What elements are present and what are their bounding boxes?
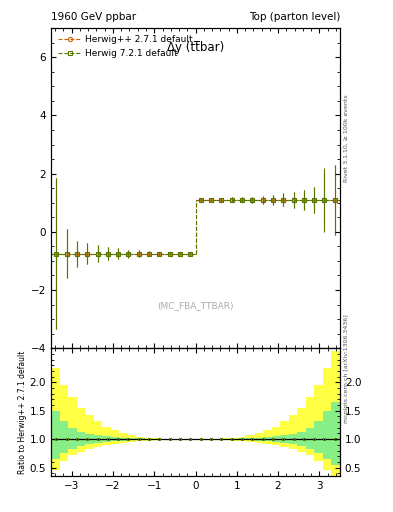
Text: 1960 GeV ppbar: 1960 GeV ppbar bbox=[51, 11, 136, 22]
Text: (MC_FBA_TTBAR): (MC_FBA_TTBAR) bbox=[157, 301, 234, 310]
Y-axis label: Ratio to Herwig++ 2.7.1 default: Ratio to Herwig++ 2.7.1 default bbox=[18, 351, 27, 474]
Text: Top (parton level): Top (parton level) bbox=[248, 11, 340, 22]
Text: mcplots.cern.ch [arXiv:1306.3436]: mcplots.cern.ch [arXiv:1306.3436] bbox=[344, 314, 349, 423]
Text: Rivet 3.1.10, ≥ 100k events: Rivet 3.1.10, ≥ 100k events bbox=[344, 94, 349, 182]
Legend: Herwig++ 2.7.1 default, Herwig 7.2.1 default: Herwig++ 2.7.1 default, Herwig 7.2.1 def… bbox=[55, 33, 196, 60]
Text: Δy (tt̅bar): Δy (tt̅bar) bbox=[167, 41, 224, 54]
